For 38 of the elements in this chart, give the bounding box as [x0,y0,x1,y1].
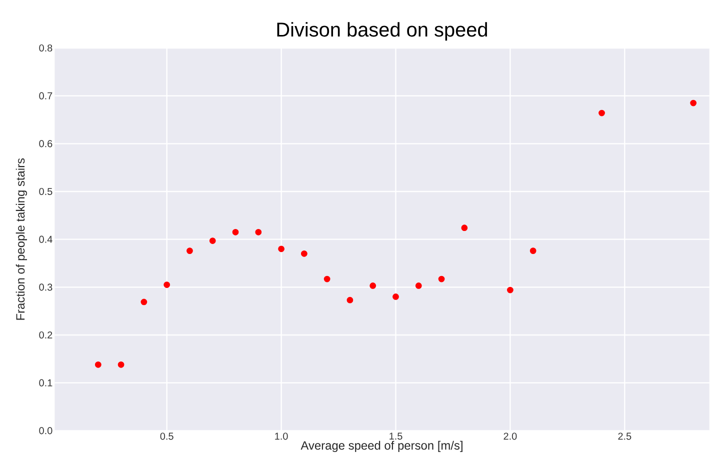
y-tick-label: 0.6 [39,140,52,148]
point [438,276,445,282]
point [415,282,422,289]
y-axis-title: Fraction of people taking stairs [16,158,28,320]
point [255,228,262,236]
y-tick-label: 0.0 [39,427,52,434]
point [370,282,376,289]
point [232,228,239,236]
point [392,294,399,300]
point [346,296,354,304]
y-tick-label: 0.4 [39,236,52,243]
point [209,238,216,244]
x-axis-title: Average speed of person [m/s] [300,440,462,452]
x-tick-label: 2.0 [504,432,517,440]
point [300,250,308,257]
point [140,298,148,306]
y-tick-label: 0.7 [39,92,52,100]
point [461,224,468,232]
point [186,248,193,254]
y-tick-label: 0.5 [39,188,52,196]
x-tick-label: 2.5 [618,432,632,440]
point [164,282,170,288]
point [598,110,605,116]
point [507,286,514,294]
x-tick-label: 0.5 [160,432,174,440]
y-tick-label: 0.1 [39,379,52,386]
x-tick-label: 1.5 [390,432,402,440]
x-tick-label: 1.0 [275,432,288,440]
y-tick-label: 0.2 [39,331,52,339]
y-tick-label: 0.8 [39,44,52,52]
point [690,100,697,106]
point [530,248,536,254]
y-tick-label: 0.3 [39,284,52,291]
chart-title: Divison based on speed [277,22,487,41]
point [278,246,284,252]
point [324,276,330,282]
point [94,361,102,368]
point [118,361,124,368]
